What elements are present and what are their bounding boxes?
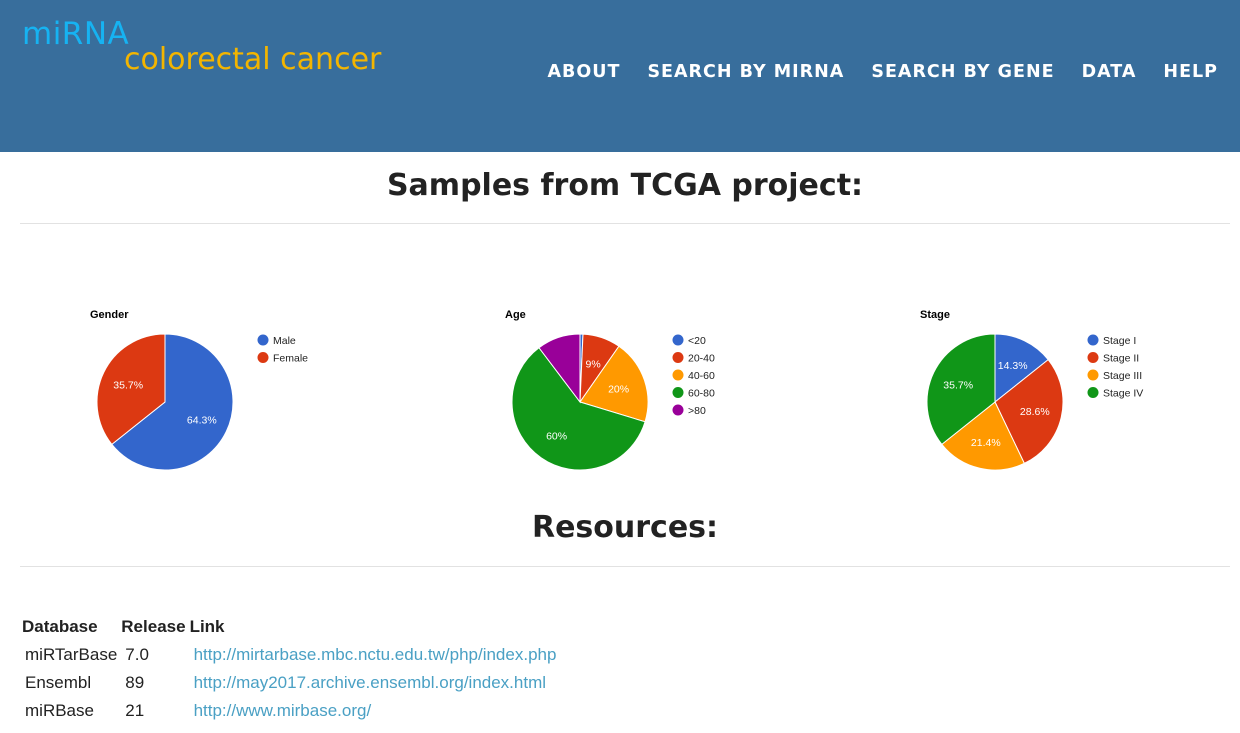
release-cell: 21 [125, 701, 145, 720]
gender-chart-title: Gender [90, 309, 129, 321]
nav-search-by-mirna[interactable]: SEARCH BY MIRNA [647, 62, 845, 82]
resource-link-mirtarbase[interactable]: http://mirtarbase.mbc.nctu.edu.tw/php/in… [193, 645, 557, 664]
database-cell: Ensembl [25, 673, 92, 692]
stage-legend-swatch-3 [1087, 387, 1099, 398]
stage-slice-0[interactable] [994, 333, 1049, 404]
age-legend-label-3[interactable]: 60-80 [688, 388, 715, 400]
column-header-release: Release [121, 616, 186, 636]
site-header: miRNA colorectal cancer ABOUT SEARCH BY … [0, 0, 1240, 152]
release-cell: 89 [125, 673, 145, 692]
age-chart-title: Age [505, 309, 526, 321]
stage-slice-2[interactable] [941, 401, 1026, 471]
age-slice-3[interactable] [511, 347, 646, 471]
gender-legend-swatch-1 [257, 352, 269, 363]
gender-legend-label-0[interactable]: Male [273, 335, 296, 347]
age-pie-svg: Age 9% 20% 60% <20 20-40 40-60 60-80 >80 [505, 309, 715, 471]
gender-slice-0[interactable] [111, 333, 234, 471]
gender-slice-label-1: 35.7% [113, 379, 143, 391]
stage-slice-label-2: 21.4% [971, 437, 1001, 449]
table-header-row: Database Release Link [20, 612, 558, 641]
table-row: miRBase 21 http://www.mirbase.org/ [20, 697, 558, 725]
age-legend-swatch-4 [672, 404, 684, 416]
column-header-database: Database [22, 616, 98, 636]
age-legend-label-0[interactable]: <20 [688, 335, 706, 347]
stage-legend-label-2[interactable]: Stage III [1103, 370, 1142, 382]
table-row: Ensembl 89 http://may2017.archive.ensemb… [20, 669, 558, 697]
release-cell: 7.0 [125, 645, 149, 664]
age-legend-swatch-2 [672, 369, 684, 381]
stage-pie-svg: Stage 14.3% 28.6% 21.4% 35.7% Stage I Stage II… [920, 309, 1143, 471]
resources-divider [20, 566, 1230, 567]
gender-pie-svg: Gender 64.3% 35.7% Male Female [90, 309, 308, 471]
resource-link-ensembl[interactable]: http://may2017.archive.ensembl.org/index… [193, 673, 547, 692]
gender-legend-swatch-0 [257, 334, 269, 346]
main-nav: ABOUT SEARCH BY MIRNA SEARCH BY GENE DAT… [548, 62, 1218, 82]
age-legend-swatch-1 [672, 352, 684, 363]
nav-data[interactable]: DATA [1081, 62, 1137, 82]
stage-slice-label-3: 35.7% [943, 379, 973, 391]
gender-legend-label-1[interactable]: Female [273, 353, 308, 365]
gender-slice-label-0: 64.3% [187, 415, 217, 427]
database-cell: miRBase [25, 701, 94, 720]
stage-slice-label-0: 14.3% [998, 360, 1028, 372]
stage-slice-label-1: 28.6% [1020, 406, 1050, 418]
stage-legend-swatch-2 [1087, 369, 1099, 381]
logo-mirna[interactable]: miRNA [22, 16, 130, 52]
logo-colorectal-cancer[interactable]: colorectal cancer [124, 42, 382, 77]
nav-about[interactable]: ABOUT [547, 62, 621, 82]
database-cell: miRTarBase [25, 645, 118, 664]
gender-slice-1[interactable] [96, 333, 166, 446]
age-slice-label-1: 9% [586, 358, 601, 370]
stage-legend-swatch-0 [1087, 334, 1099, 346]
stage-chart-title: Stage [920, 309, 950, 321]
stage-chart: Stage 14.3% 28.6% 21.4% 35.7% Stage I Stage II… [910, 300, 1240, 500]
nav-help[interactable]: HELP [1163, 62, 1218, 82]
samples-divider [20, 223, 1230, 224]
age-legend-swatch-3 [672, 387, 684, 398]
age-chart: Age 9% 20% 60% <20 20-40 40-60 60-80 >80 [495, 300, 895, 500]
table-row: miRTarBase 7.0 http://mirtarbase.mbc.nct… [20, 641, 558, 669]
stage-slice-3[interactable] [926, 333, 996, 446]
age-slice-4[interactable] [538, 333, 581, 404]
stage-legend-label-3[interactable]: Stage IV [1103, 388, 1143, 400]
age-legend-label-4[interactable]: >80 [688, 405, 706, 417]
nav-search-by-gene[interactable]: SEARCH BY GENE [871, 62, 1055, 82]
samples-title: Samples from TCGA project: [386, 168, 864, 203]
stage-legend-swatch-1 [1087, 352, 1099, 363]
age-legend-label-1[interactable]: 20-40 [688, 353, 715, 365]
resources-table: Database Release Link miRTarBase 7.0 htt… [20, 612, 558, 725]
age-legend-swatch-0 [672, 334, 684, 346]
age-slice-label-3: 60% [546, 431, 567, 443]
age-slice-2[interactable] [579, 345, 649, 423]
age-legend-label-2[interactable]: 40-60 [688, 370, 715, 382]
resources-title: Resources: [531, 510, 719, 545]
gender-chart: Gender 64.3% 35.7% Male Female [80, 300, 480, 500]
stage-legend-label-0[interactable]: Stage I [1103, 335, 1136, 347]
stage-legend-label-1[interactable]: Stage II [1103, 353, 1139, 365]
age-slice-label-2: 20% [608, 384, 629, 396]
resource-link-mirbase[interactable]: http://www.mirbase.org/ [193, 701, 372, 720]
column-header-link: Link [189, 616, 225, 636]
